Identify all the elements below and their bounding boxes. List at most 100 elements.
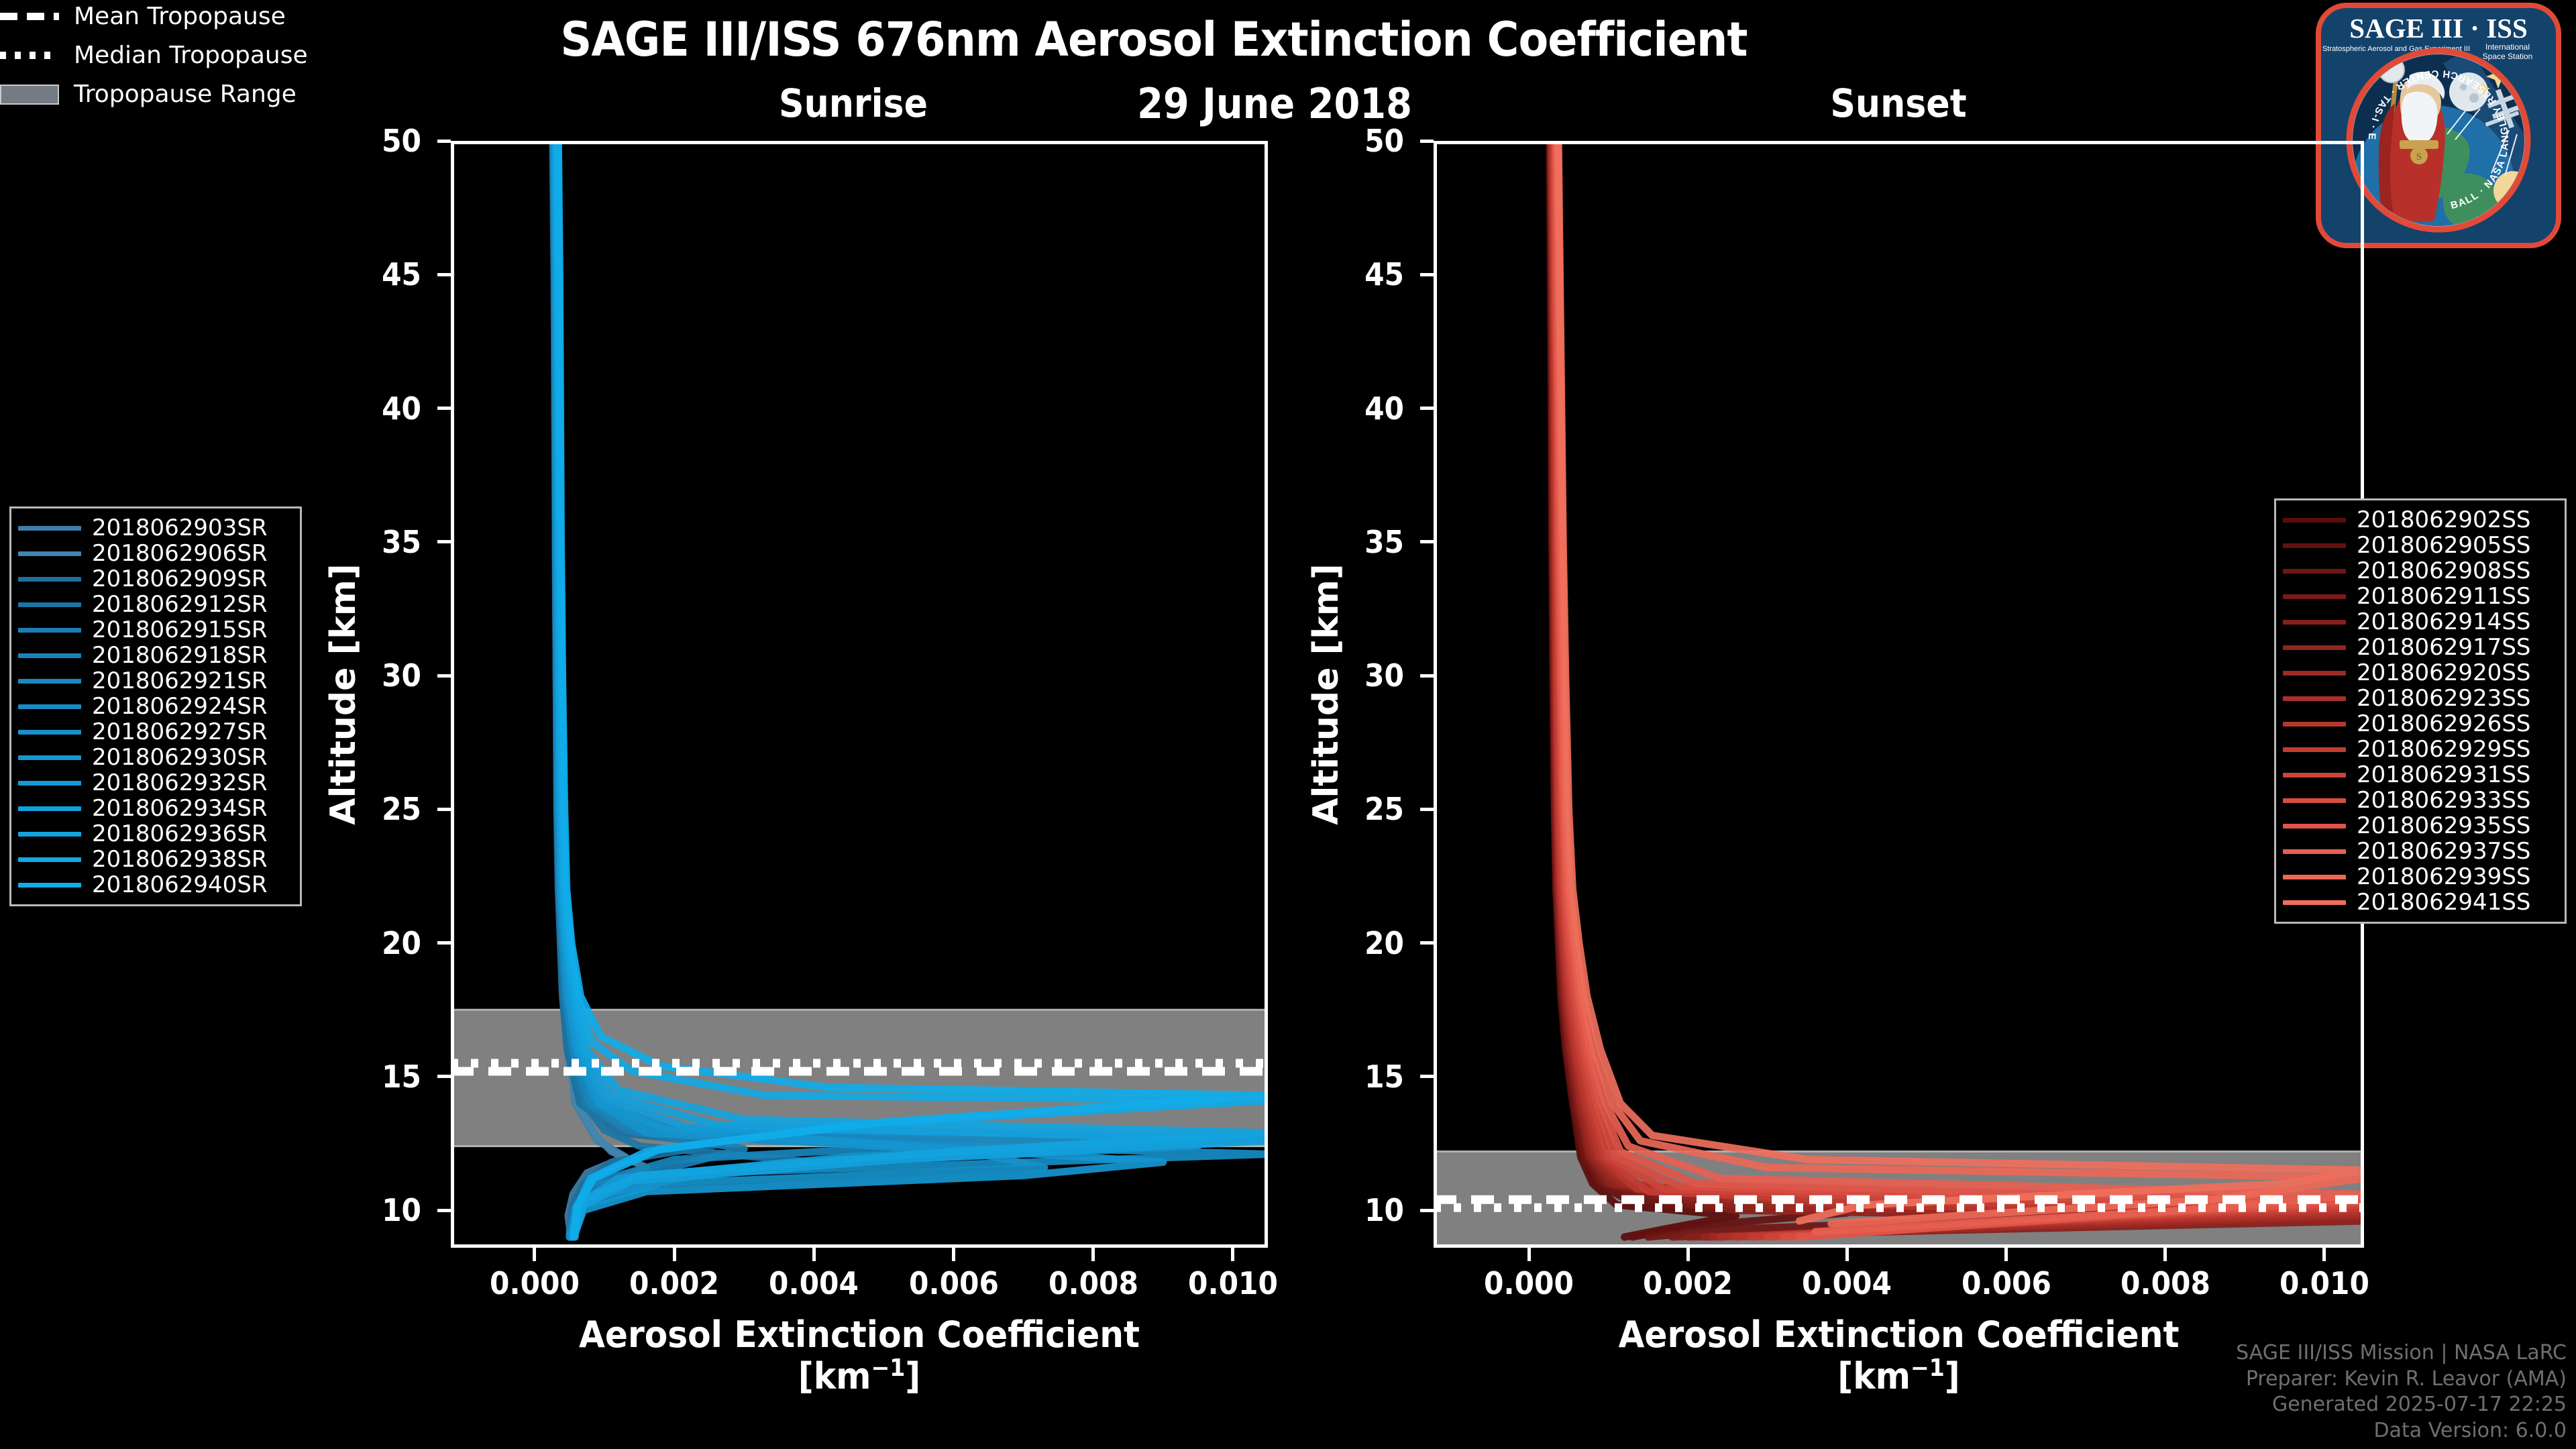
sunrise-x-tickmark (672, 1248, 676, 1261)
sunset-y-tickmark (1420, 807, 1434, 811)
sunrise-legend-color-swatch (18, 831, 81, 837)
sunset-legend-item[interactable]: 2018062931SS (2283, 761, 2554, 788)
sunset-legend-color-swatch (2283, 823, 2346, 828)
sunrise-y-tick-label: 20 (382, 924, 421, 961)
sunset-y-tickmark (1420, 272, 1434, 276)
sunset-legend-item[interactable]: 2018062911SS (2283, 583, 2554, 610)
sunset-legend-item[interactable]: 2018062902SS (2283, 506, 2554, 533)
tropopause-range-band-swatch (0, 85, 59, 105)
sunset-data-line (1554, 141, 2364, 1225)
sunset-legend-label: 2018062914SS (2357, 608, 2531, 635)
sunset-legend-label: 2018062939SS (2357, 863, 2531, 890)
sunset-y-tickmark (1420, 139, 1434, 143)
sunrise-x-tickmark (533, 1248, 537, 1261)
sunrise-legend-item[interactable]: 2018062930SR (18, 744, 289, 771)
sunrise-legend-color-swatch (18, 678, 81, 684)
sunset-legend-item[interactable]: 2018062937SS (2283, 838, 2554, 865)
sunrise-legend-label: 2018062932SR (92, 769, 268, 796)
sunset-legend-item[interactable]: 2018062939SS (2283, 863, 2554, 890)
sunrise-legend-item[interactable]: 2018062915SR (18, 616, 289, 643)
sunrise-legend-label: 2018062934SR (92, 795, 268, 822)
sunset-legend-item[interactable]: 2018062941SS (2283, 889, 2554, 916)
sunrise-legend-color-swatch (18, 857, 81, 862)
sunset-plot-panel: 10 15 20 25 30 35 40 45 50 0.000 0.002 0.004 0.006 0.… (1306, 123, 2369, 1397)
sunrise-legend-item[interactable]: 2018062906SR (18, 540, 289, 567)
sunrise-legend-label: 2018062936SR (92, 820, 268, 847)
sunset-legend-item[interactable]: 2018062905SS (2283, 532, 2554, 559)
sunset-plot-frame (1434, 141, 2364, 1248)
sunset-legend-item[interactable]: 2018062933SS (2283, 787, 2554, 814)
sunrise-y-tick-label: 10 (382, 1192, 421, 1229)
sunset-legend-label: 2018062911SS (2357, 583, 2531, 610)
sunset-y-tick-label: 50 (1364, 123, 1404, 159)
legend-row-tropopause-range: Tropopause Range (0, 78, 2576, 110)
sunrise-legend-label: 2018062918SR (92, 642, 268, 669)
sunset-legend-label: 2018062935SS (2357, 812, 2531, 839)
sunrise-legend-item[interactable]: 2018062918SR (18, 642, 289, 669)
sunset-legend-item[interactable]: 2018062926SS (2283, 710, 2554, 737)
sunrise-legend-item[interactable]: 2018062921SR (18, 667, 289, 694)
sunrise-y-tick-label: 35 (382, 523, 421, 560)
sunrise-legend-item[interactable]: 2018062936SR (18, 820, 289, 847)
sunset-legend-item[interactable]: 2018062914SS (2283, 608, 2554, 635)
sunrise-y-tickmark (437, 941, 451, 945)
sunrise-y-tick-label: 50 (382, 123, 421, 159)
sunset-y-tickmark (1420, 674, 1434, 678)
sunrise-legend-label: 2018062921SR (92, 667, 268, 694)
sunrise-legend-item[interactable]: 2018062924SR (18, 693, 289, 720)
sunrise-y-tick-label: 30 (382, 657, 421, 694)
sunrise-legend-item[interactable]: 2018062934SR (18, 795, 289, 822)
sunset-event-legend[interactable]: 2018062902SS 2018062905SS 2018062908SS 2018… (2274, 498, 2567, 924)
sunset-x-tickmark (2163, 1248, 2167, 1261)
sunset-y-tick-label: 30 (1364, 657, 1404, 694)
sunset-legend-item[interactable]: 2018062917SS (2283, 634, 2554, 661)
sunrise-legend-label: 2018062909SR (92, 566, 268, 592)
legend-row-mean-tropopause: Mean Tropopause (0, 0, 2576, 32)
sunset-legend-item[interactable]: 2018062908SS (2283, 557, 2554, 584)
sunset-legend-item[interactable]: 2018062935SS (2283, 812, 2554, 839)
sunrise-legend-color-swatch (18, 653, 81, 658)
sunrise-plot-canvas (451, 141, 1268, 1241)
sunrise-legend-label: 2018062938SR (92, 846, 268, 873)
sunset-y-tick-label: 15 (1364, 1058, 1404, 1095)
sunset-legend-color-swatch (2283, 645, 2346, 650)
chart-date-subtitle: 29 June 2018 (1137, 79, 1412, 128)
median-tropopause-label: Median Tropopause (74, 41, 308, 69)
sunset-y-tickmark (1420, 540, 1434, 544)
sunset-legend-color-swatch (2283, 543, 2346, 548)
sunrise-legend-color-swatch (18, 576, 81, 582)
sunrise-x-tick-label: 0.002 (629, 1265, 720, 1301)
sunset-plot-canvas (1434, 141, 2364, 1248)
sunrise-legend-color-swatch (18, 525, 81, 531)
sunrise-legend-item[interactable]: 2018062909SR (18, 566, 289, 592)
sunrise-legend-label: 2018062930SR (92, 744, 268, 771)
sunset-x-axis-label: Aerosol Extinction Coefficient [km−1] (1391, 1314, 2406, 1397)
sunset-legend-label: 2018062908SS (2357, 557, 2531, 584)
footer-line-preparer: Preparer: Kevin R. Leavor (AMA) (2245, 1366, 2567, 1391)
sunrise-y-tickmark (437, 1075, 451, 1079)
sunset-legend-color-swatch (2283, 568, 2346, 574)
sunrise-legend-item[interactable]: 2018062940SR (18, 871, 289, 898)
sunrise-x-axis-label: Aerosol Extinction Coefficient [km−1] (405, 1314, 1314, 1397)
sunrise-legend-item[interactable]: 2018062912SR (18, 591, 289, 618)
sunrise-y-tickmark (437, 272, 451, 276)
sunrise-legend-label: 2018062912SR (92, 591, 268, 618)
sunrise-legend-color-swatch (18, 882, 81, 888)
sunset-y-tick-label: 45 (1364, 256, 1404, 293)
sunset-legend-item[interactable]: 2018062923SS (2283, 685, 2554, 712)
sunset-legend-item[interactable]: 2018062920SS (2283, 659, 2554, 686)
sunrise-event-legend[interactable]: 2018062903SR 2018062906SR 2018062909SR 2018… (9, 506, 302, 906)
sunset-legend-item[interactable]: 2018062929SS (2283, 736, 2554, 763)
sunrise-legend-item[interactable]: 2018062932SR (18, 769, 289, 796)
sunset-x-tick-label: 0.000 (1484, 1265, 1574, 1301)
sunset-legend-color-swatch (2283, 619, 2346, 625)
sunset-x-tickmark (1686, 1248, 1690, 1261)
sunrise-legend-item[interactable]: 2018062938SR (18, 846, 289, 873)
sunrise-x-tickmark (952, 1248, 956, 1261)
sunrise-x-tick-label: 0.008 (1048, 1265, 1138, 1301)
sunset-legend-color-swatch (2283, 772, 2346, 777)
sunrise-legend-item[interactable]: 2018062903SR (18, 515, 289, 541)
sunset-legend-color-swatch (2283, 747, 2346, 752)
footer-credits: SAGE III/ISS Mission | NASA LaRC Prepare… (2236, 1340, 2567, 1444)
sunrise-legend-item[interactable]: 2018062927SR (18, 718, 289, 745)
